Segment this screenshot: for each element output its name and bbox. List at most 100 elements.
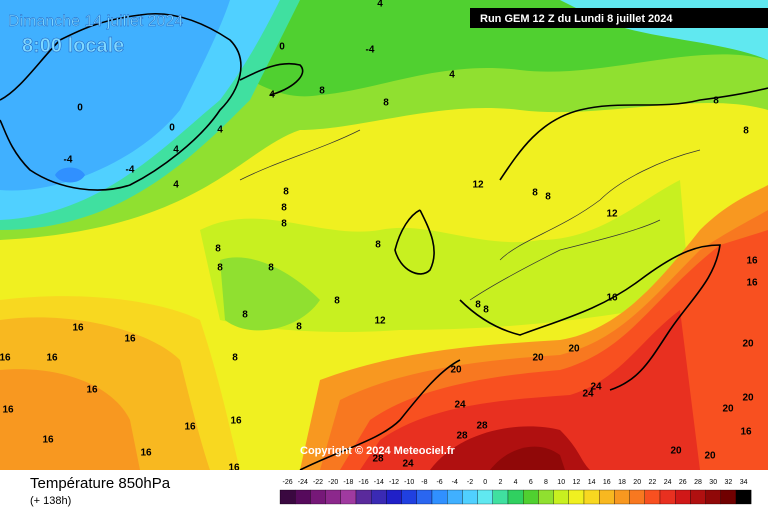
- contour-label: 16: [746, 256, 758, 267]
- contour-label: 28: [456, 431, 468, 442]
- contour-label: 12: [606, 209, 618, 220]
- legend-value: 0: [483, 479, 487, 486]
- contour-label: 16: [740, 427, 752, 438]
- legend-value: -16: [359, 479, 369, 486]
- contour-label: 8: [532, 188, 538, 199]
- contour-label: 16: [2, 405, 14, 416]
- legend-swatch: [462, 489, 478, 505]
- legend-value: 2: [498, 479, 502, 486]
- legend-swatch: [690, 489, 706, 505]
- legend-value: -20: [328, 479, 338, 486]
- contour-label: 8: [242, 310, 248, 321]
- contour-label: 8: [215, 244, 221, 255]
- legend-swatch: [325, 489, 341, 505]
- legend-swatch: [629, 489, 645, 505]
- legend-swatch: [340, 489, 357, 505]
- legend-swatch: [416, 489, 433, 505]
- contour-label: 20: [568, 344, 580, 355]
- contour-label: 8: [713, 96, 719, 107]
- legend-value: -18: [343, 479, 353, 486]
- contour-label: 16: [42, 435, 54, 446]
- legend-swatch: [310, 489, 326, 505]
- legend-value: 24: [664, 479, 672, 486]
- contour-label: 4: [173, 180, 179, 191]
- legend-value: -8: [421, 479, 427, 486]
- legend-value: 4: [514, 479, 518, 486]
- contour-label: 0: [279, 42, 285, 53]
- legend-value: 10: [557, 479, 565, 486]
- contour-label: 8: [483, 305, 489, 316]
- contour-label: 8: [319, 86, 325, 97]
- contour-label: 20: [532, 353, 544, 364]
- contour-label: 24: [402, 459, 414, 470]
- legend-value: 14: [588, 479, 596, 486]
- legend-swatch: [568, 489, 585, 505]
- contour-label: 16: [228, 463, 240, 474]
- legend-swatch: [507, 489, 524, 505]
- contour-label: 24: [454, 400, 466, 411]
- contour-label: 8: [232, 353, 238, 364]
- legend-swatch: [295, 489, 311, 505]
- legend-value: 26: [679, 479, 687, 486]
- legend-swatch: [583, 489, 600, 505]
- legend-value: 28: [694, 479, 702, 486]
- legend-swatch: [279, 489, 296, 505]
- contour-label: 16: [140, 448, 152, 459]
- contour-label: -4: [126, 165, 135, 176]
- legend-swatch: [675, 489, 691, 505]
- legend-swatch: [371, 489, 387, 505]
- forecast-date: Dimanche 14 juillet 2024: [8, 13, 183, 30]
- contour-label: 8: [475, 300, 481, 311]
- legend-value: 22: [649, 479, 657, 486]
- contour-label: 28: [476, 421, 488, 432]
- legend-value: 6: [529, 479, 533, 486]
- contour-label: 20: [704, 451, 716, 462]
- legend-value: 8: [544, 479, 548, 486]
- legend-value: -10: [404, 479, 414, 486]
- contour-label: 24: [582, 389, 594, 400]
- legend-value: 34: [740, 479, 748, 486]
- contour-label: 12: [472, 180, 484, 191]
- forecast-time: 8:00 locale: [22, 35, 124, 57]
- legend-swatch: [659, 489, 676, 505]
- contour-label: 4: [217, 125, 223, 136]
- coastlines: [0, 12, 768, 471]
- legend-swatch: [614, 489, 630, 505]
- legend-swatch: [720, 489, 737, 505]
- contour-label: 8: [281, 203, 287, 214]
- contour-label: -4: [64, 155, 73, 166]
- legend-swatch: [538, 489, 554, 505]
- legend-value: -6: [436, 479, 442, 486]
- copyright: Copyright © 2024 Meteociel.fr: [300, 445, 456, 457]
- legend-swatch: [523, 489, 539, 505]
- contour-label: 16: [72, 323, 84, 334]
- legend-swatch: [355, 489, 372, 505]
- color-legend: -26 -24 -22 -20 -18 -16 -14 -12 -10 -8 -6 -4 -2 0 2 4 6 8…: [279, 479, 752, 505]
- contour-label: 16: [124, 334, 136, 345]
- contour-label: 4: [377, 0, 383, 10]
- contour-label: 8: [283, 187, 289, 198]
- legend-swatch: [492, 489, 509, 505]
- contour-label: 0: [77, 103, 83, 114]
- contour-label: 4: [173, 145, 179, 156]
- run-label: Run GEM 12 Z du Lundi 8 juillet 2024: [480, 13, 673, 25]
- contour-label: 20: [742, 339, 754, 350]
- contour-label: 16: [46, 353, 58, 364]
- legend-value: -26: [283, 479, 293, 486]
- legend-value: 20: [633, 479, 641, 486]
- legend-swatch: [447, 489, 463, 505]
- legend-value: -24: [298, 479, 308, 486]
- footer-lead: (+ 138h): [30, 495, 71, 507]
- legend-swatch: [599, 489, 615, 505]
- legend-value: 30: [709, 479, 717, 486]
- legend-swatch: [386, 489, 402, 505]
- borders: [239, 129, 701, 301]
- legend-swatch: [431, 489, 448, 505]
- contour-label: -4: [366, 45, 375, 56]
- contour-label: 24: [590, 382, 602, 393]
- footer-title: Température 850hPa: [30, 475, 171, 492]
- contour-label: 12: [374, 316, 386, 327]
- legend-swatch: [401, 489, 417, 505]
- contour-label: 4: [269, 90, 275, 101]
